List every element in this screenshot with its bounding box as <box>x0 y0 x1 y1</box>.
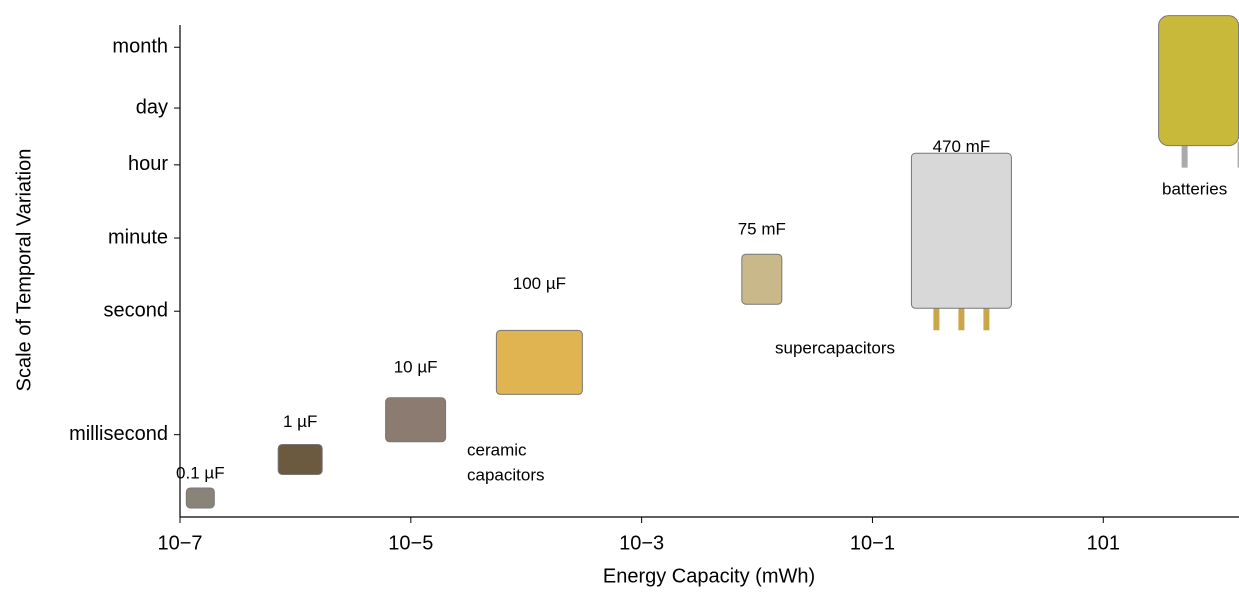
device-lead <box>983 304 990 331</box>
device-lead <box>1237 141 1239 168</box>
point-label: 0.1 µF <box>176 463 225 482</box>
device <box>385 397 447 443</box>
y-tick-label: second <box>104 299 169 321</box>
x-axis-label: Energy Capacity (mWh) <box>603 565 815 587</box>
device <box>277 443 323 475</box>
point-label: 10 µF <box>394 357 438 376</box>
y-axis-label: Scale of Temporal Variation <box>13 149 35 392</box>
group-annotation: batteries <box>1162 179 1227 198</box>
point-label: 75 mF <box>738 220 786 239</box>
x-tick-label: 10−3 <box>619 532 664 554</box>
point-label: 1 µF <box>283 412 317 431</box>
y-tick-label: day <box>136 96 168 118</box>
device-lead <box>933 304 940 331</box>
device <box>910 152 1012 309</box>
group-annotation: capacitors <box>467 465 544 484</box>
device-lead <box>1181 141 1188 168</box>
device <box>1158 15 1239 147</box>
point-label: 100 µF <box>513 274 566 293</box>
y-tick-label: minute <box>108 226 168 248</box>
y-tick-label: millisecond <box>69 423 168 445</box>
group-annotation: ceramic <box>467 440 527 459</box>
y-tick-label: month <box>112 36 168 58</box>
device <box>741 253 783 305</box>
x-tick-label: 101 <box>1087 532 1120 554</box>
device-lead <box>958 304 965 331</box>
device <box>185 487 215 509</box>
y-tick-label: hour <box>128 153 168 175</box>
x-tick-label: 10−7 <box>157 532 202 554</box>
device <box>495 329 583 395</box>
group-annotation: supercapacitors <box>775 338 895 357</box>
x-tick-label: 10−5 <box>388 532 433 554</box>
point-label: 470 mF <box>933 137 991 156</box>
x-tick-label: 10−1 <box>850 532 895 554</box>
